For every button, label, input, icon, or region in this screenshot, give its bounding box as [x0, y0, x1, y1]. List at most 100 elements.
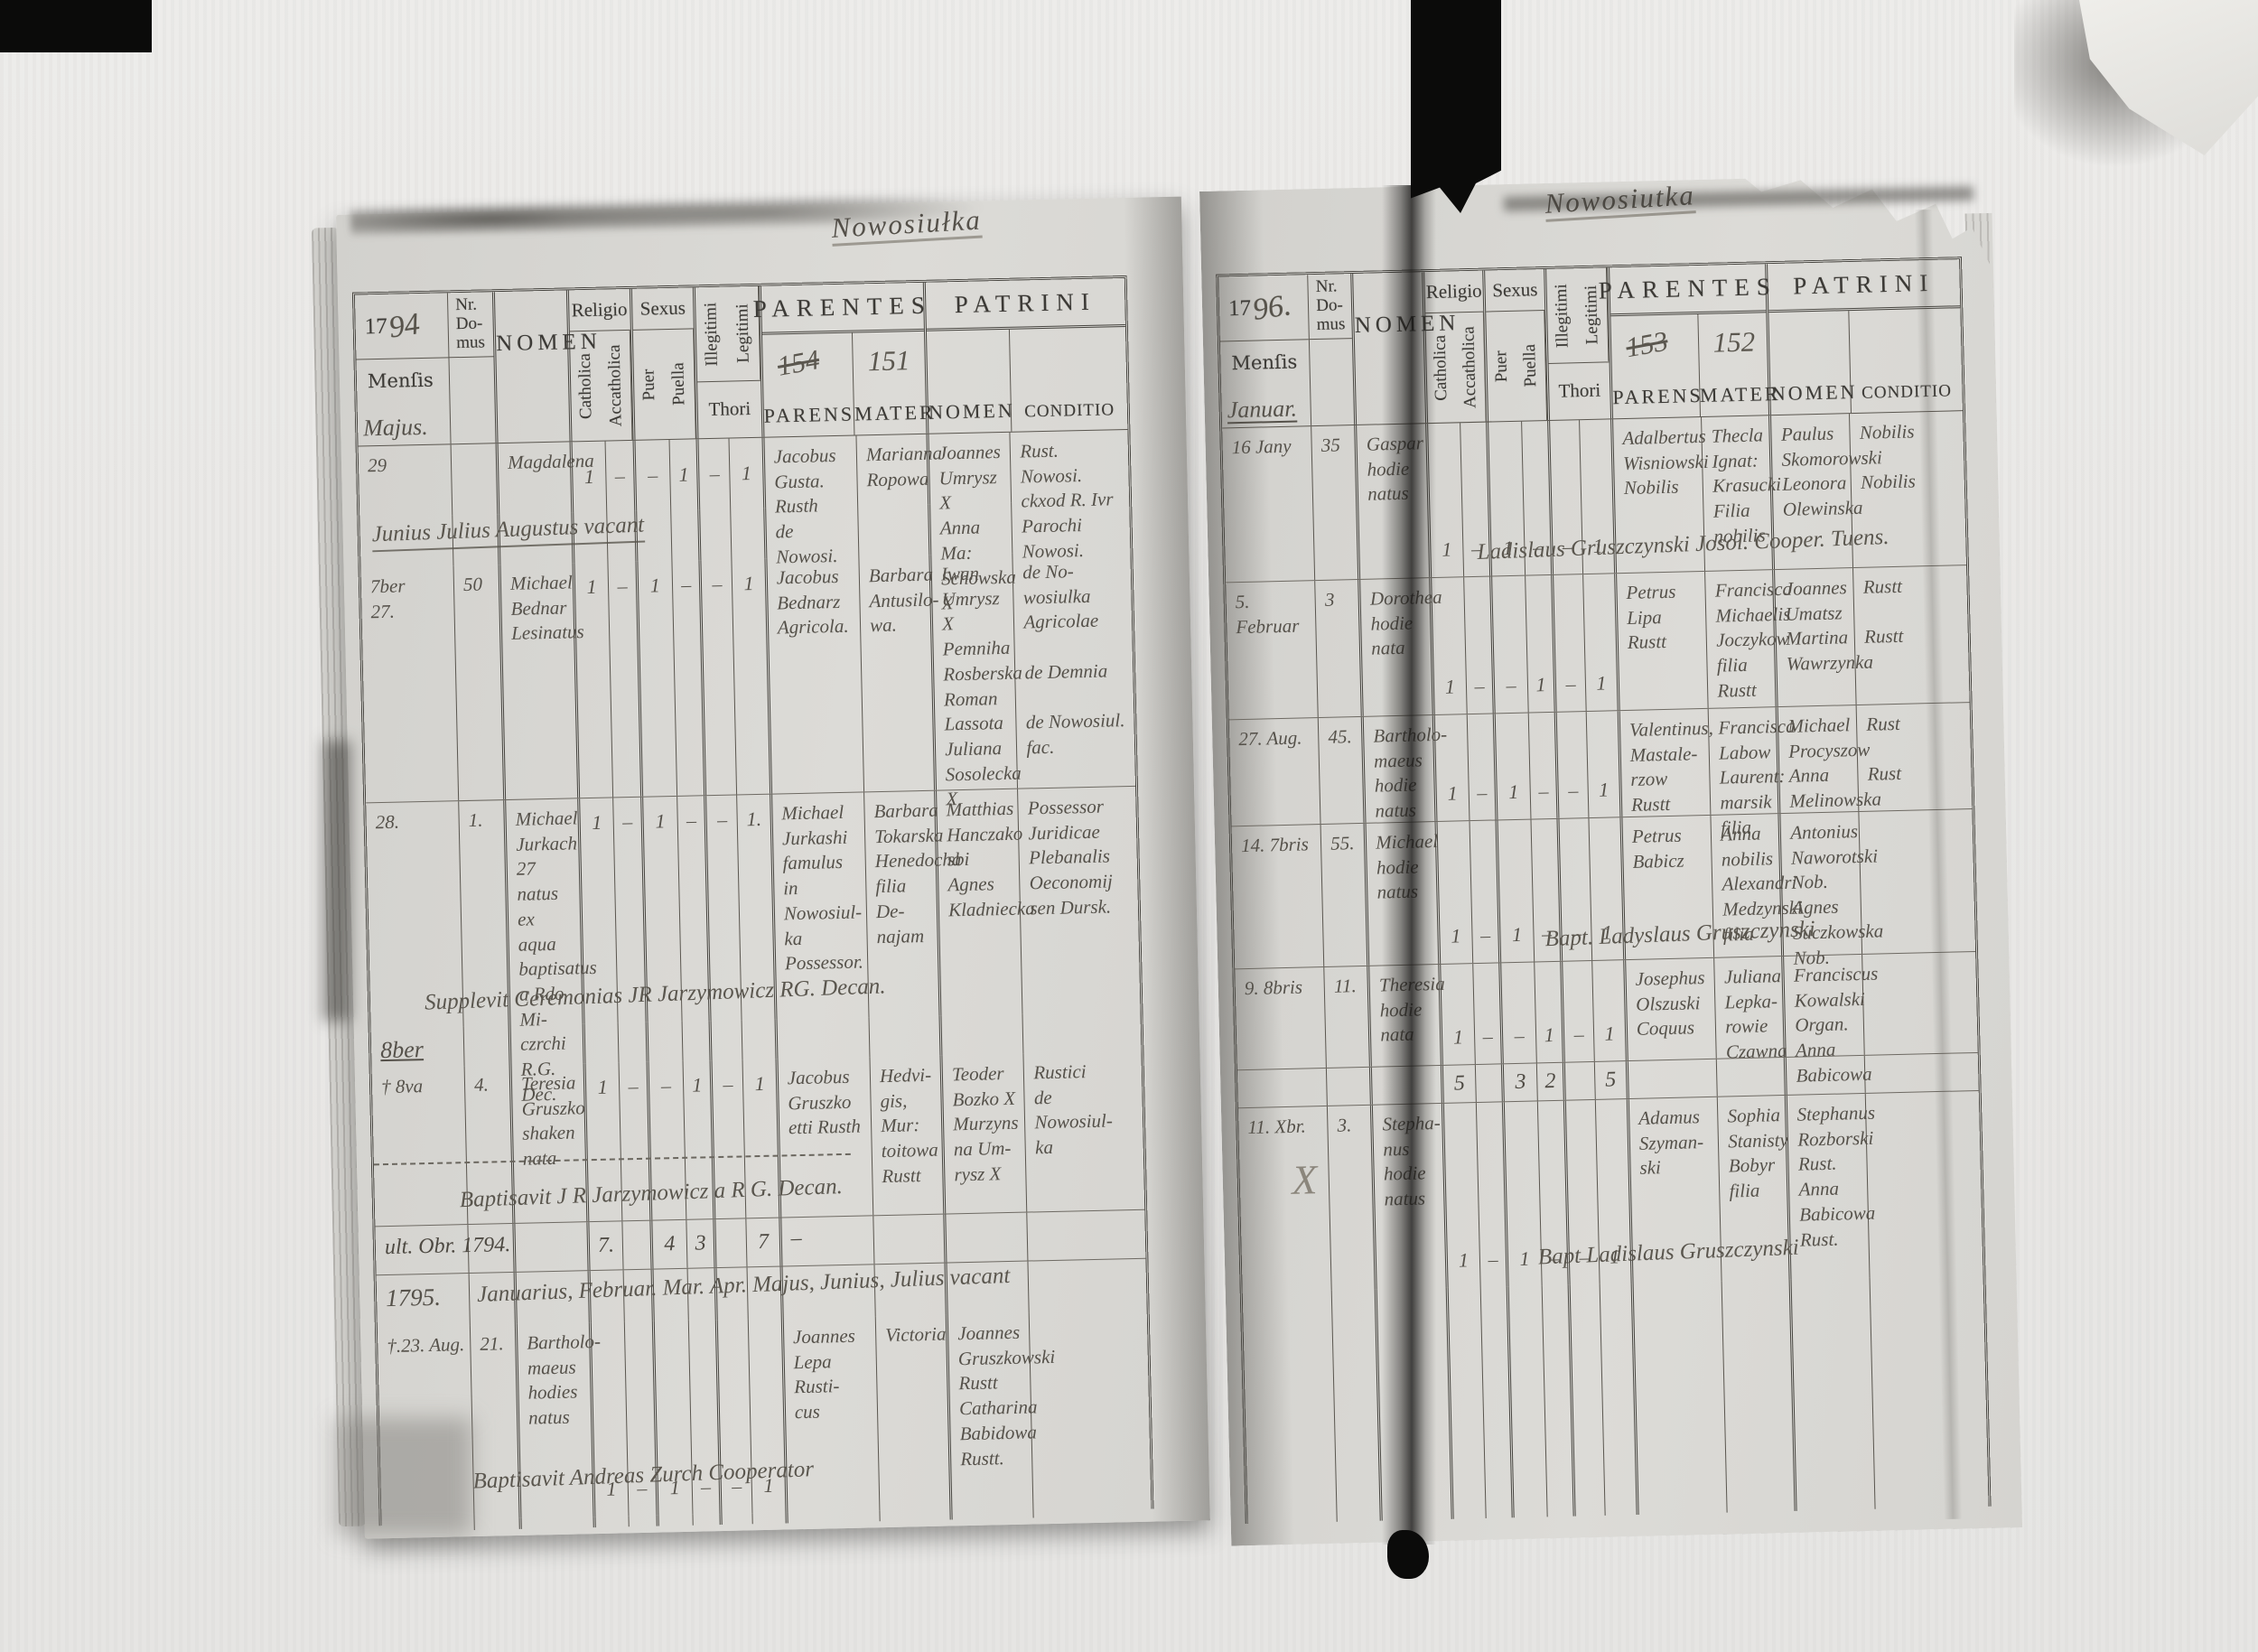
- parentes-group-header: PARENTES 153 PARENS 152 MATER: [1610, 264, 1771, 418]
- cell-puer: –: [1492, 576, 1528, 714]
- mater-subheader: 152 MATER: [1698, 313, 1769, 416]
- cell-patrini-conditio: [1860, 809, 1975, 954]
- cell-legitimi: 1: [1592, 960, 1628, 1061]
- cell-nr: [474, 1517, 522, 1530]
- month-script: Majus.: [362, 413, 428, 442]
- parens-subheader: 154 PARENS: [761, 332, 855, 437]
- cell-patrini-nomen: Iwan Umrysz X Pemniha Rosberska Roman La…: [931, 553, 1022, 810]
- conditio-label: CONDITIO: [1024, 400, 1115, 422]
- left-page: Nowosiułka 17 94 Menſis Majus. Nr. Do- mu…: [336, 196, 1210, 1539]
- illegitimi-label: Illegitimi: [701, 302, 723, 367]
- cell-accatholica: [629, 1515, 659, 1527]
- book-spine-shadow: [1382, 185, 1436, 1545]
- cell-legitimi: [731, 508, 768, 560]
- cell-legitimi: [742, 1019, 779, 1060]
- thori-label: Thori: [697, 379, 762, 439]
- scan-black-blob: [1387, 1530, 1429, 1579]
- cell-catholica: 1: [1441, 964, 1476, 1065]
- cell-nr: [1332, 1290, 1383, 1522]
- cell-patrini-conditio: [1028, 1210, 1146, 1261]
- cell-puer: [648, 1021, 684, 1062]
- cell-nr: 11.: [1324, 966, 1372, 1068]
- patrini-conditio-subheader: CONDITIO: [1850, 308, 1963, 413]
- cell-parens: Jacobus Gusta. Rusth de Nowosi.: [764, 435, 859, 567]
- cell-catholica: 1: [572, 441, 608, 513]
- cell-patrini-nomen: Joannes Umatsz Martina Wawrzynka: [1775, 568, 1856, 706]
- cell-nr: 55.: [1321, 824, 1370, 966]
- cell-month: 8ber: [370, 1026, 465, 1069]
- cell-legitimi: [1600, 1283, 1639, 1516]
- cell-legitimi: 1: [1583, 574, 1619, 711]
- cell-patrini-nomen: Franciscus Kowalski Organ. Anna Babicowa: [1785, 955, 1865, 1057]
- cell-patrini-nomen: [952, 1507, 1035, 1520]
- left-ledger-table: 17 94 Menſis Majus. Nr. Do- mus NOMEN Rel…: [351, 275, 1154, 1533]
- cell-date: 5. Februar: [1226, 581, 1319, 719]
- religio-label: Religio: [568, 288, 630, 332]
- nr-domus-column-header: Nr. Do- mus: [1308, 274, 1357, 425]
- total-legitimi: 7: [746, 1218, 783, 1267]
- entry-row: 7ber 27. 50 Michael Bednar Lesinatus 1 –…: [360, 551, 1135, 810]
- cell-date: [1237, 1069, 1328, 1107]
- mater-label: MATER: [1699, 381, 1781, 407]
- cell-accatholica: –: [1464, 576, 1496, 714]
- cell-catholica: 1: [1435, 714, 1470, 821]
- cell-parens: Joannes Lepa Rusti- cus: [783, 1316, 881, 1513]
- cell-legitimi: [752, 1512, 788, 1525]
- cell-mater: Marianna Ropowa: [856, 434, 942, 507]
- total-puer: 4: [652, 1219, 688, 1269]
- cell-puer: 1: [638, 560, 678, 797]
- cell-parens: [1634, 1282, 1728, 1515]
- cell-parens: Petrus Lipa Rustt: [1617, 572, 1709, 710]
- conditio-label: CONDITIO: [1861, 381, 1953, 403]
- illegitimi-label: Illegitimi: [1552, 283, 1572, 348]
- cell-patrini-conditio: [1871, 1275, 1989, 1509]
- cell-nr: 45.: [1319, 717, 1367, 824]
- cell-patrini-nomen: [946, 1212, 1029, 1263]
- cell-date: [1243, 1291, 1338, 1524]
- cell-nomen: Michael Bednar Lesinatus: [500, 563, 584, 800]
- cell-date: [381, 1518, 475, 1533]
- cell-patrini-conditio: [1030, 1311, 1151, 1507]
- cell-accatholica: [622, 1220, 654, 1270]
- total-extra: –: [781, 1216, 875, 1266]
- cell-patrini-nomen: Teoder Bozko X Murzyns na Um- rysz X: [942, 1053, 1028, 1214]
- cell-mater: Victoria: [875, 1314, 953, 1511]
- accatholica-label: Accatholica: [1454, 313, 1486, 423]
- entry-row: 9. 8bris 11. Theresia hodie nata 1 – – 1…: [1235, 951, 1977, 1069]
- cell-date: 7ber 27.: [360, 565, 460, 803]
- cell-illegitimi: –: [1557, 712, 1590, 818]
- year-handwritten: 96.: [1250, 287, 1293, 327]
- cell-illegitimi: –: [1554, 574, 1586, 712]
- cell-nr: 50: [453, 565, 507, 801]
- puer-label: Puer: [639, 369, 658, 401]
- page-number-struck: 153: [1623, 324, 1671, 364]
- puer-label: Puer: [1491, 350, 1512, 383]
- parens-subheader: 153 PARENS: [1610, 314, 1700, 418]
- cell-puer: –: [635, 439, 672, 511]
- cell-accatholica: –: [605, 440, 637, 512]
- cell-patrini-nomen: Michael Procyszow Anna Melinowska: [1778, 705, 1860, 813]
- cell-nomen: [510, 1023, 586, 1065]
- cell-legitimi: 1: [732, 558, 772, 795]
- year-printed: 17: [1227, 295, 1252, 321]
- catholica-label: Catholica: [574, 352, 596, 420]
- cell-patrini-nomen: [941, 1013, 1024, 1056]
- right-page: Nowosiutka 17 96. Menſis Januar. Nr. Do- …: [1199, 173, 2022, 1545]
- cell-date: 29: [358, 444, 453, 518]
- cell-illegitimi: –: [1563, 961, 1594, 1062]
- page-number: 151: [867, 344, 910, 378]
- cell-nr: [463, 1024, 512, 1067]
- cell-nomen: [521, 1517, 596, 1529]
- cell-patrini-conditio: [1012, 500, 1131, 554]
- cell-catholica: 1: [1444, 1103, 1481, 1288]
- cell-illegitimi: –: [698, 438, 732, 510]
- cell-mater: [1722, 1280, 1797, 1513]
- cell-mater: [880, 1508, 953, 1522]
- sexus-group-header: Sexus Puer Puella: [631, 287, 699, 440]
- cell-mater: [858, 504, 932, 557]
- cell-patrini-nomen: [1792, 1278, 1876, 1511]
- nr-domus-column-header: Nr. Do- mus: [447, 292, 499, 444]
- mensis-column-header: 17 94 Menſis Majus.: [354, 293, 452, 446]
- sexus-label: Sexus: [1485, 269, 1544, 313]
